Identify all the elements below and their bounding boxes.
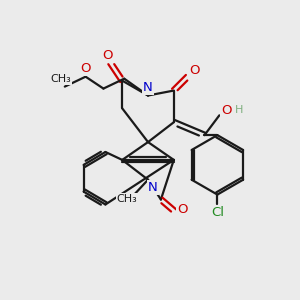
Text: O: O xyxy=(102,50,112,62)
Text: O: O xyxy=(189,64,200,77)
Text: O: O xyxy=(177,203,188,216)
Text: O: O xyxy=(221,104,232,117)
Text: CH₃: CH₃ xyxy=(50,74,71,84)
Text: N: N xyxy=(148,181,158,194)
Text: H: H xyxy=(235,105,243,116)
Text: O: O xyxy=(80,62,91,75)
Text: N: N xyxy=(143,81,153,94)
Text: CH₃: CH₃ xyxy=(117,194,138,203)
Text: Cl: Cl xyxy=(211,206,224,219)
